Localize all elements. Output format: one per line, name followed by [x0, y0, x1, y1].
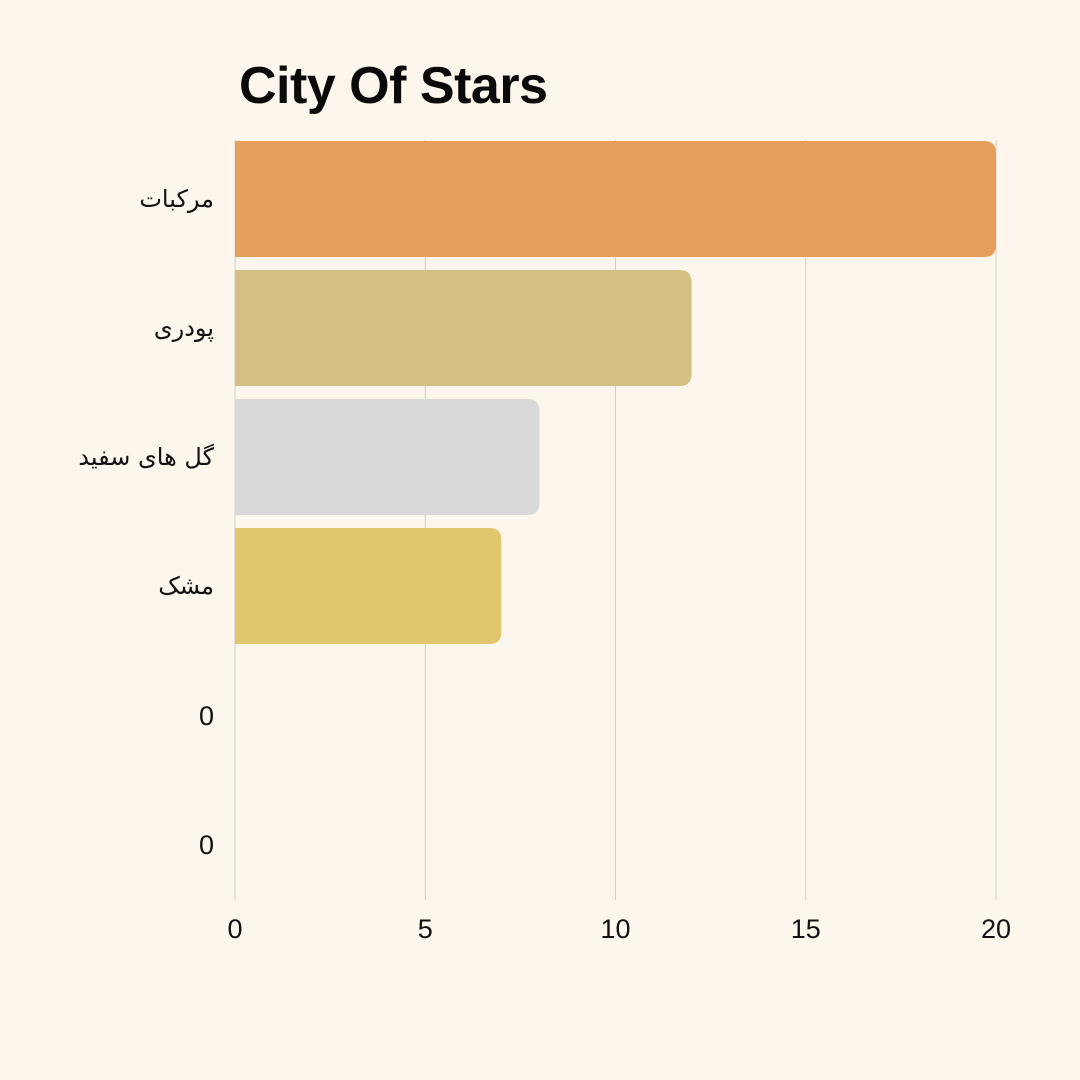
bar — [235, 399, 540, 515]
bar — [235, 528, 502, 644]
x-tick-label: 0 — [227, 914, 242, 944]
x-tick-label: 15 — [791, 914, 821, 944]
category-label: پودری — [154, 314, 214, 342]
category-labels: مرکبات پودری گل های سفید مشک 0 0 — [78, 185, 214, 860]
gridlines — [234, 140, 997, 900]
category-label: 0 — [199, 830, 214, 860]
category-label: 0 — [199, 701, 214, 731]
bars — [235, 141, 996, 644]
category-label: مرکبات — [139, 185, 214, 213]
x-tick-label: 5 — [418, 914, 433, 944]
x-tick-label: 20 — [981, 914, 1011, 944]
chart-title: City Of Stars — [239, 57, 548, 115]
x-axis-ticks: 0 5 10 15 20 — [227, 914, 1011, 944]
bar — [235, 270, 692, 386]
bar — [235, 141, 996, 257]
category-label: مشک — [158, 572, 214, 600]
x-tick-label: 10 — [600, 914, 630, 944]
category-label: گل های سفید — [78, 443, 214, 471]
